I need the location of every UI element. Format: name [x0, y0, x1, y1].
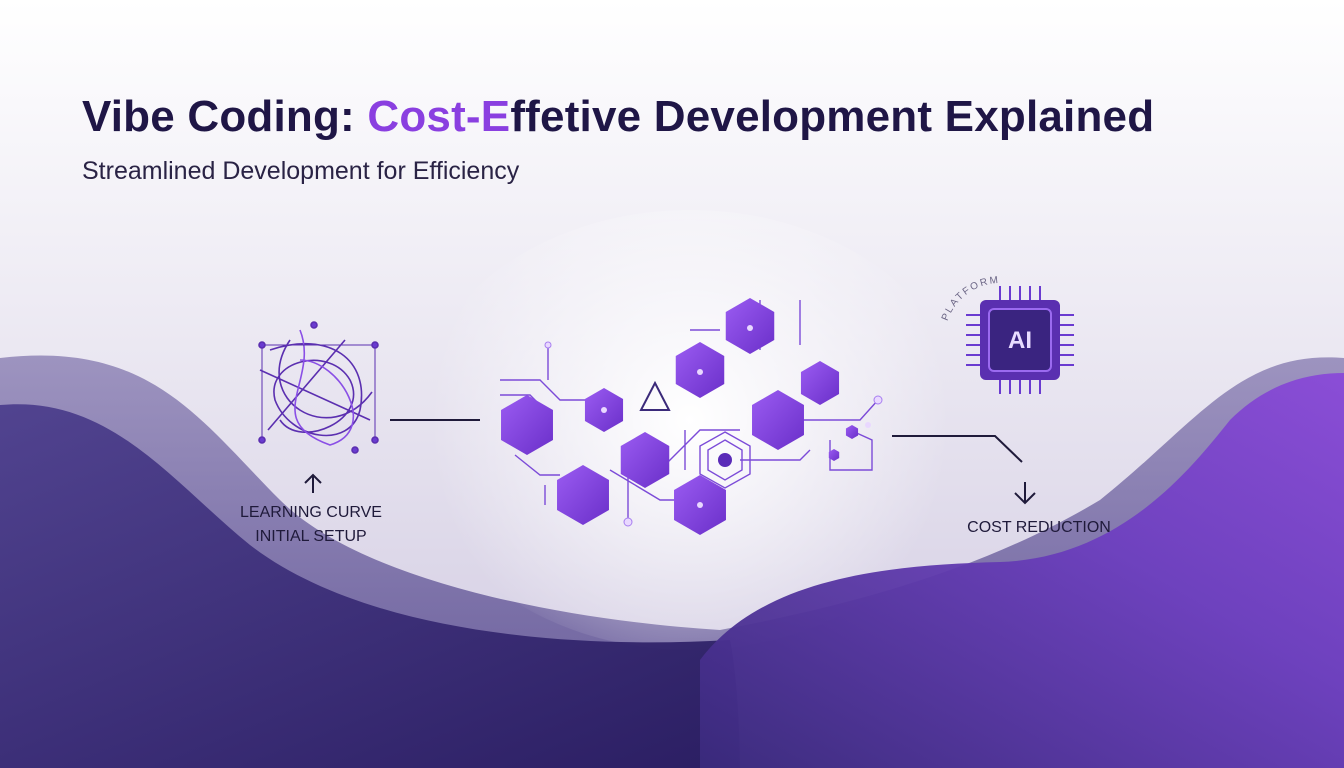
chip-label: AI: [1008, 327, 1032, 354]
up-arrow: [304, 473, 322, 493]
left-label: LEARNING CURVE: [240, 504, 382, 521]
right-label: COST REDUCTION: [967, 519, 1111, 536]
down-path: [892, 435, 1036, 505]
ai-chip: [966, 286, 1074, 394]
tangle: [258, 321, 379, 454]
left-wave: [0, 404, 740, 768]
title-highlight: Cost-E: [367, 92, 511, 141]
subtitle: Streamlined Development for Efficiency: [82, 157, 520, 185]
nodes: [544, 325, 883, 527]
title: Vibe Coding: Cost-Effetive Development E…: [82, 92, 1154, 142]
title-part: Vibe Coding:: [82, 92, 368, 141]
title-part: ffetive Development Explained: [510, 92, 1155, 141]
left-label: INITIAL SETUP: [255, 528, 366, 545]
circuit: [500, 300, 879, 520]
right-wave: [700, 373, 1344, 768]
glow: [410, 210, 970, 650]
